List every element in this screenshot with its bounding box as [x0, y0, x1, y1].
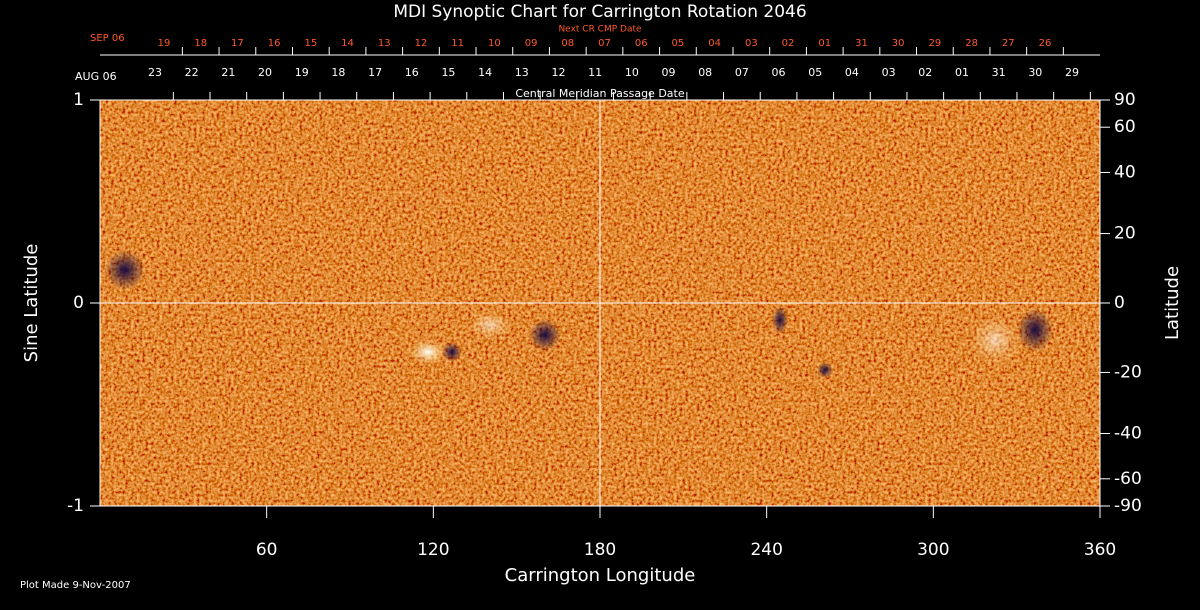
top-date-label: 10 — [488, 38, 501, 49]
y-tick-label: 1 — [73, 90, 84, 110]
second-date-label: 23 — [148, 66, 162, 79]
top-date-label: 07 — [598, 38, 611, 49]
y-axis-label: Sine Latitude — [21, 244, 42, 363]
top-date-label: 29 — [929, 38, 942, 49]
x-tick-label: 300 — [917, 540, 949, 560]
second-date-label: 17 — [368, 66, 382, 79]
y2-tick-label: -40 — [1114, 423, 1142, 443]
second-date-label: 11 — [588, 66, 602, 79]
y2-tick-label: -60 — [1114, 469, 1142, 489]
top-date-label: 09 — [525, 38, 538, 49]
top-axis-title: Next CR CMP Date — [558, 25, 642, 35]
second-date-label: 31 — [992, 66, 1006, 79]
y2-tick-label: 90 — [1114, 90, 1136, 110]
top-date-label: 15 — [304, 38, 317, 49]
second-date-label: 20 — [258, 66, 272, 79]
x-tick-label: 60 — [256, 540, 278, 560]
y-tick-label: 0 — [73, 293, 84, 313]
x-tick-label: 360 — [1084, 540, 1116, 560]
second-date-label: 13 — [515, 66, 529, 79]
second-start-label: AUG 06 — [75, 70, 117, 83]
top-date-label: 05 — [672, 38, 685, 49]
top-date-label: 30 — [892, 38, 905, 49]
y-tick-label: -1 — [67, 496, 84, 516]
magnetogram — [100, 100, 1100, 506]
top-date-label: 18 — [194, 38, 207, 49]
second-date-label: 07 — [735, 66, 749, 79]
top-date-label: 08 — [561, 38, 574, 49]
second-date-label: 04 — [845, 66, 859, 79]
y2-axis-label: Latitude — [1162, 266, 1183, 340]
top-date-label: 04 — [708, 38, 721, 49]
second-date-label: 05 — [808, 66, 822, 79]
top-date-label: 06 — [635, 38, 648, 49]
x-axis-label: Carrington Longitude — [505, 565, 696, 586]
second-date-label: 16 — [405, 66, 419, 79]
y2-tick-label: 20 — [1114, 224, 1136, 244]
top-date-label: 01 — [818, 38, 831, 49]
x-tick-label: 240 — [750, 540, 782, 560]
second-date-label: 18 — [331, 66, 345, 79]
second-date-label: 01 — [955, 66, 969, 79]
top-date-label: 11 — [451, 38, 464, 49]
top-date-label: 17 — [231, 38, 244, 49]
y2-tick-label: 0 — [1114, 293, 1125, 313]
second-date-label: 08 — [698, 66, 712, 79]
top-date-label: 31 — [855, 38, 868, 49]
top-date-label: 14 — [341, 38, 354, 49]
second-date-label: 15 — [441, 66, 455, 79]
second-date-label: 21 — [221, 66, 235, 79]
x-tick-label: 180 — [584, 540, 616, 560]
top-start-label: SEP 06 — [90, 33, 125, 44]
footer: Plot Made 9-Nov-2007 — [20, 580, 131, 591]
x-tick-label: 120 — [417, 540, 449, 560]
top-date-label: 28 — [965, 38, 978, 49]
y2-tick-label: -90 — [1114, 496, 1142, 516]
top-date-label: 02 — [782, 38, 795, 49]
second-date-label: 12 — [551, 66, 565, 79]
second-date-label: 14 — [478, 66, 492, 79]
second-date-label: 06 — [772, 66, 786, 79]
y2-tick-label: 40 — [1114, 163, 1136, 183]
top-date-label: 12 — [415, 38, 428, 49]
chart-title: MDI Synoptic Chart for Carrington Rotati… — [393, 2, 806, 22]
y2-tick-label: -20 — [1114, 362, 1142, 382]
second-date-label: 22 — [185, 66, 199, 79]
top-date-label: 26 — [1039, 38, 1052, 49]
top-date-label: 19 — [158, 38, 171, 49]
second-date-label: 03 — [882, 66, 896, 79]
top-date-label: 13 — [378, 38, 391, 49]
top-date-label: 03 — [745, 38, 758, 49]
top-date-label: 16 — [268, 38, 281, 49]
second-date-label: 02 — [918, 66, 932, 79]
second-date-label: 09 — [662, 66, 676, 79]
second-date-label: 10 — [625, 66, 639, 79]
top-date-label: 27 — [1002, 38, 1015, 49]
second-axis-title: Central Meridian Passage Date — [515, 87, 684, 100]
second-date-label: 19 — [295, 66, 309, 79]
second-date-label: 29 — [1065, 66, 1079, 79]
second-date-label: 30 — [1028, 66, 1042, 79]
y2-tick-label: 60 — [1114, 117, 1136, 137]
